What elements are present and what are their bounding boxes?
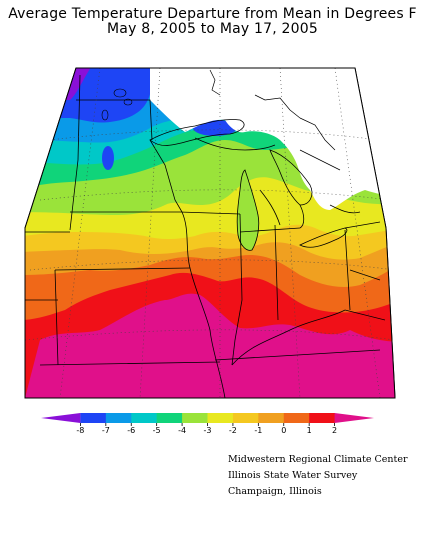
credit-line-2: Illinois State Water Survey: [228, 470, 358, 481]
contour-fill-layer: [25, 68, 395, 398]
credit-line-3: Champaign, Illinois: [228, 486, 322, 497]
legend-swatch-6: [207, 413, 234, 423]
legend-swatch-1: [80, 413, 107, 423]
legend-swatch-2: [105, 413, 132, 423]
lake-michigan: [236, 169, 260, 251]
minnesota-lakes: [101, 88, 133, 121]
canada-border: [76, 99, 153, 141]
legend-swatch-0: [41, 413, 81, 423]
legend-swatch-5: [182, 413, 208, 423]
legend-tick-label: -3: [203, 426, 212, 435]
legend-tick-label: 0: [281, 426, 287, 435]
lake-superior: [149, 119, 245, 146]
map-title-line-1: Average Temperature Departure from Mean …: [8, 6, 417, 22]
graticule: [25, 68, 395, 398]
legend-tick-label: -7: [101, 426, 110, 435]
legend-tick-label: 1: [306, 426, 312, 435]
band-minus-8-to-minus-7: [25, 68, 160, 123]
credit-line-1: Midwestern Regional Climate Center: [228, 454, 408, 465]
legend-tick-label: -2: [228, 426, 237, 435]
state-boundaries: [25, 74, 386, 398]
cold-pocket-minnesota: [102, 146, 114, 170]
legend-tick-label: -8: [76, 426, 85, 435]
legend-swatch-4: [156, 413, 183, 423]
band-below-minus-8: [25, 68, 100, 100]
legend-swatch-11: [334, 413, 374, 423]
map-title-line-2: May 8, 2005 to May 17, 2005: [107, 21, 318, 37]
canada-outlines: [209, 69, 361, 214]
legend-swatch-3: [131, 413, 158, 423]
legend-swatch-10: [309, 413, 336, 423]
map-border: [24, 67, 396, 399]
legend-swatch-9: [283, 413, 310, 423]
legend-colorbar: [41, 413, 374, 426]
legend-swatch-7: [232, 413, 259, 423]
legend-tick-label: -4: [178, 426, 187, 435]
legend-tick-label: -1: [254, 426, 263, 435]
unshaded-northeast: [150, 68, 395, 210]
legend-tick-label: 2: [332, 426, 338, 435]
legend-tick-label: -5: [152, 426, 161, 435]
legend-swatch-8: [258, 413, 285, 423]
legend-tick-label: -6: [127, 426, 136, 435]
lake-erie: [299, 227, 348, 248]
